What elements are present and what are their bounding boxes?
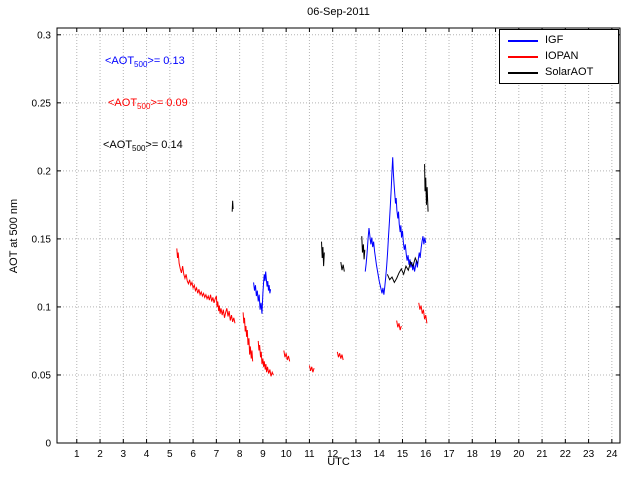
svg-text:4: 4 [144, 449, 150, 460]
svg-text:3: 3 [121, 449, 127, 460]
axes-box [56, 27, 621, 444]
grid-lines [57, 28, 620, 443]
svg-text:0.1: 0.1 [37, 302, 51, 313]
annotation-suffix: >= 0.13 [147, 55, 185, 67]
legend-item-iopan: IOPAN [508, 50, 610, 63]
svg-text:1: 1 [74, 449, 80, 460]
svg-text:9: 9 [260, 449, 266, 460]
legend: IGF IOPAN SolarAOT [499, 29, 619, 84]
svg-text:0: 0 [45, 439, 51, 450]
svg-text:6: 6 [190, 449, 196, 460]
legend-label: IGF [545, 34, 564, 46]
x-axis-label: UTC [327, 456, 350, 468]
annotation-subscript: 500 [134, 60, 148, 70]
svg-text:22: 22 [560, 449, 572, 460]
svg-text:10: 10 [281, 449, 293, 460]
svg-text:23: 23 [583, 449, 595, 460]
legend-line-igf [508, 39, 538, 42]
svg-text:19: 19 [490, 449, 502, 460]
svg-text:5: 5 [167, 449, 173, 460]
svg-text:7: 7 [214, 449, 220, 460]
legend-line-iopan [508, 55, 538, 58]
svg-text:13: 13 [350, 449, 362, 460]
legend-item-igf: IGF [508, 34, 610, 47]
mean-annotation-igf: <AOT500>= 0.13 [105, 55, 185, 69]
svg-text:0.25: 0.25 [32, 98, 52, 109]
svg-text:0.05: 0.05 [32, 370, 52, 381]
annotation-prefix: <AOT [103, 139, 133, 151]
svg-text:0.3: 0.3 [37, 30, 51, 41]
svg-text:16: 16 [420, 449, 432, 460]
svg-text:8: 8 [237, 449, 243, 460]
annotation-suffix: >= 0.14 [145, 139, 183, 151]
tick-marks [57, 28, 620, 444]
svg-text:20: 20 [513, 449, 525, 460]
svg-text:11: 11 [304, 449, 315, 460]
mean-annotation-iopan: <AOT500>= 0.09 [108, 97, 188, 111]
x-tick-labels: 1 2 3 4 5 6 7 8 9 10 11 12 13 14 15 16 17 18 19 20 21 22 23 24 [74, 449, 618, 460]
svg-text:21: 21 [536, 449, 548, 460]
svg-text:0.15: 0.15 [32, 234, 52, 245]
series-IOPAN [176, 248, 428, 377]
svg-text:12: 12 [327, 449, 339, 460]
svg-text:18: 18 [467, 449, 479, 460]
mean-annotation-solaraot: <AOT500>= 0.14 [103, 139, 183, 153]
y-axis-label: AOT at 500 nm [8, 198, 20, 274]
svg-text:0.2: 0.2 [37, 166, 51, 177]
annotation-suffix: >= 0.09 [150, 97, 188, 109]
series-SolarAOT [231, 164, 429, 284]
svg-text:15: 15 [397, 449, 409, 460]
y-tick-labels: 0 0.05 0.1 0.15 0.2 0.25 0.3 [32, 30, 52, 449]
svg-text:24: 24 [606, 449, 618, 460]
svg-text:2: 2 [97, 449, 103, 460]
legend-label: IOPAN [545, 50, 579, 62]
annotation-prefix: <AOT [108, 97, 138, 109]
series-IGF [253, 157, 427, 314]
annotation-subscript: 500 [137, 102, 151, 112]
legend-label: SolarAOT [545, 66, 594, 78]
chart-title: 06-Sep-2011 [307, 6, 370, 18]
svg-text:17: 17 [443, 449, 455, 460]
legend-line-solaraot [508, 71, 538, 74]
legend-item-solaraot: SolarAOT [508, 66, 610, 79]
annotation-prefix: <AOT [105, 55, 135, 67]
annotation-subscript: 500 [132, 144, 146, 154]
svg-text:14: 14 [374, 449, 386, 460]
